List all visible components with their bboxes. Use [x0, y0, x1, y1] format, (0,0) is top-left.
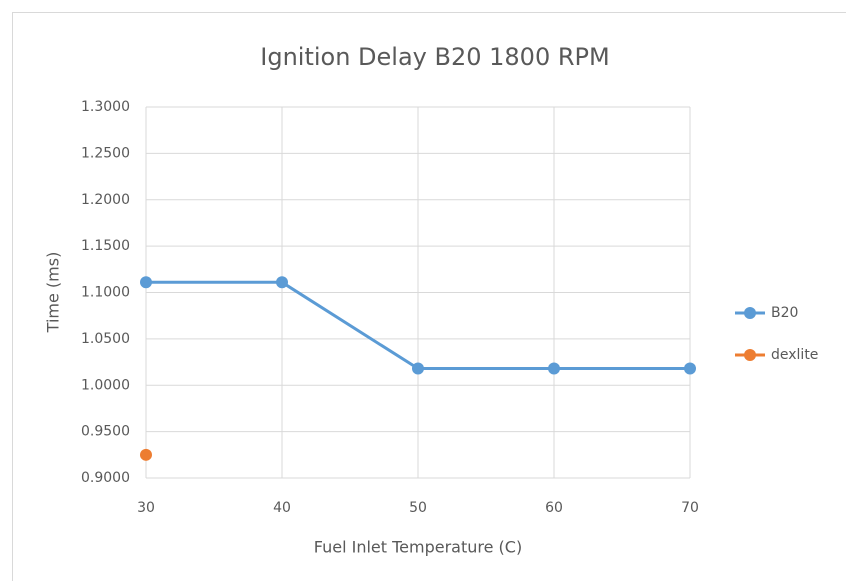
- y-tick-label: 1.2000: [81, 192, 130, 208]
- y-tick-label: 1.0500: [81, 331, 130, 347]
- y-axis-label: Time (ms): [44, 252, 63, 334]
- x-tick-label: 30: [137, 500, 155, 516]
- y-tick-label: 1.3000: [81, 99, 130, 115]
- data-point: [140, 448, 152, 461]
- data-point: [140, 276, 152, 289]
- data-point: [412, 362, 424, 375]
- x-axis-label: Fuel Inlet Temperature (C): [314, 538, 522, 557]
- y-tick-label: 1.2500: [81, 145, 130, 161]
- data-point: [548, 362, 560, 375]
- data-point: [276, 276, 288, 289]
- legend-swatch-marker: [744, 349, 756, 361]
- legend-swatch-marker: [744, 307, 756, 319]
- y-tick-label: 0.9500: [81, 424, 130, 440]
- x-tick-label: 50: [409, 500, 427, 516]
- data-point: [684, 362, 696, 375]
- y-tick-label: 1.0000: [81, 377, 130, 393]
- legend-label: dexlite: [771, 347, 818, 363]
- x-tick-label: 40: [273, 500, 291, 516]
- x-tick-label: 60: [545, 500, 563, 516]
- y-tick-label: 1.1000: [81, 285, 130, 301]
- legend-label: B20: [771, 305, 798, 321]
- chart-title: Ignition Delay B20 1800 RPM: [260, 43, 609, 71]
- chart-frame: [12, 12, 846, 581]
- x-tick-label: 70: [681, 500, 699, 516]
- y-tick-label: 1.1500: [81, 238, 130, 254]
- y-tick-label: 0.9000: [81, 470, 130, 486]
